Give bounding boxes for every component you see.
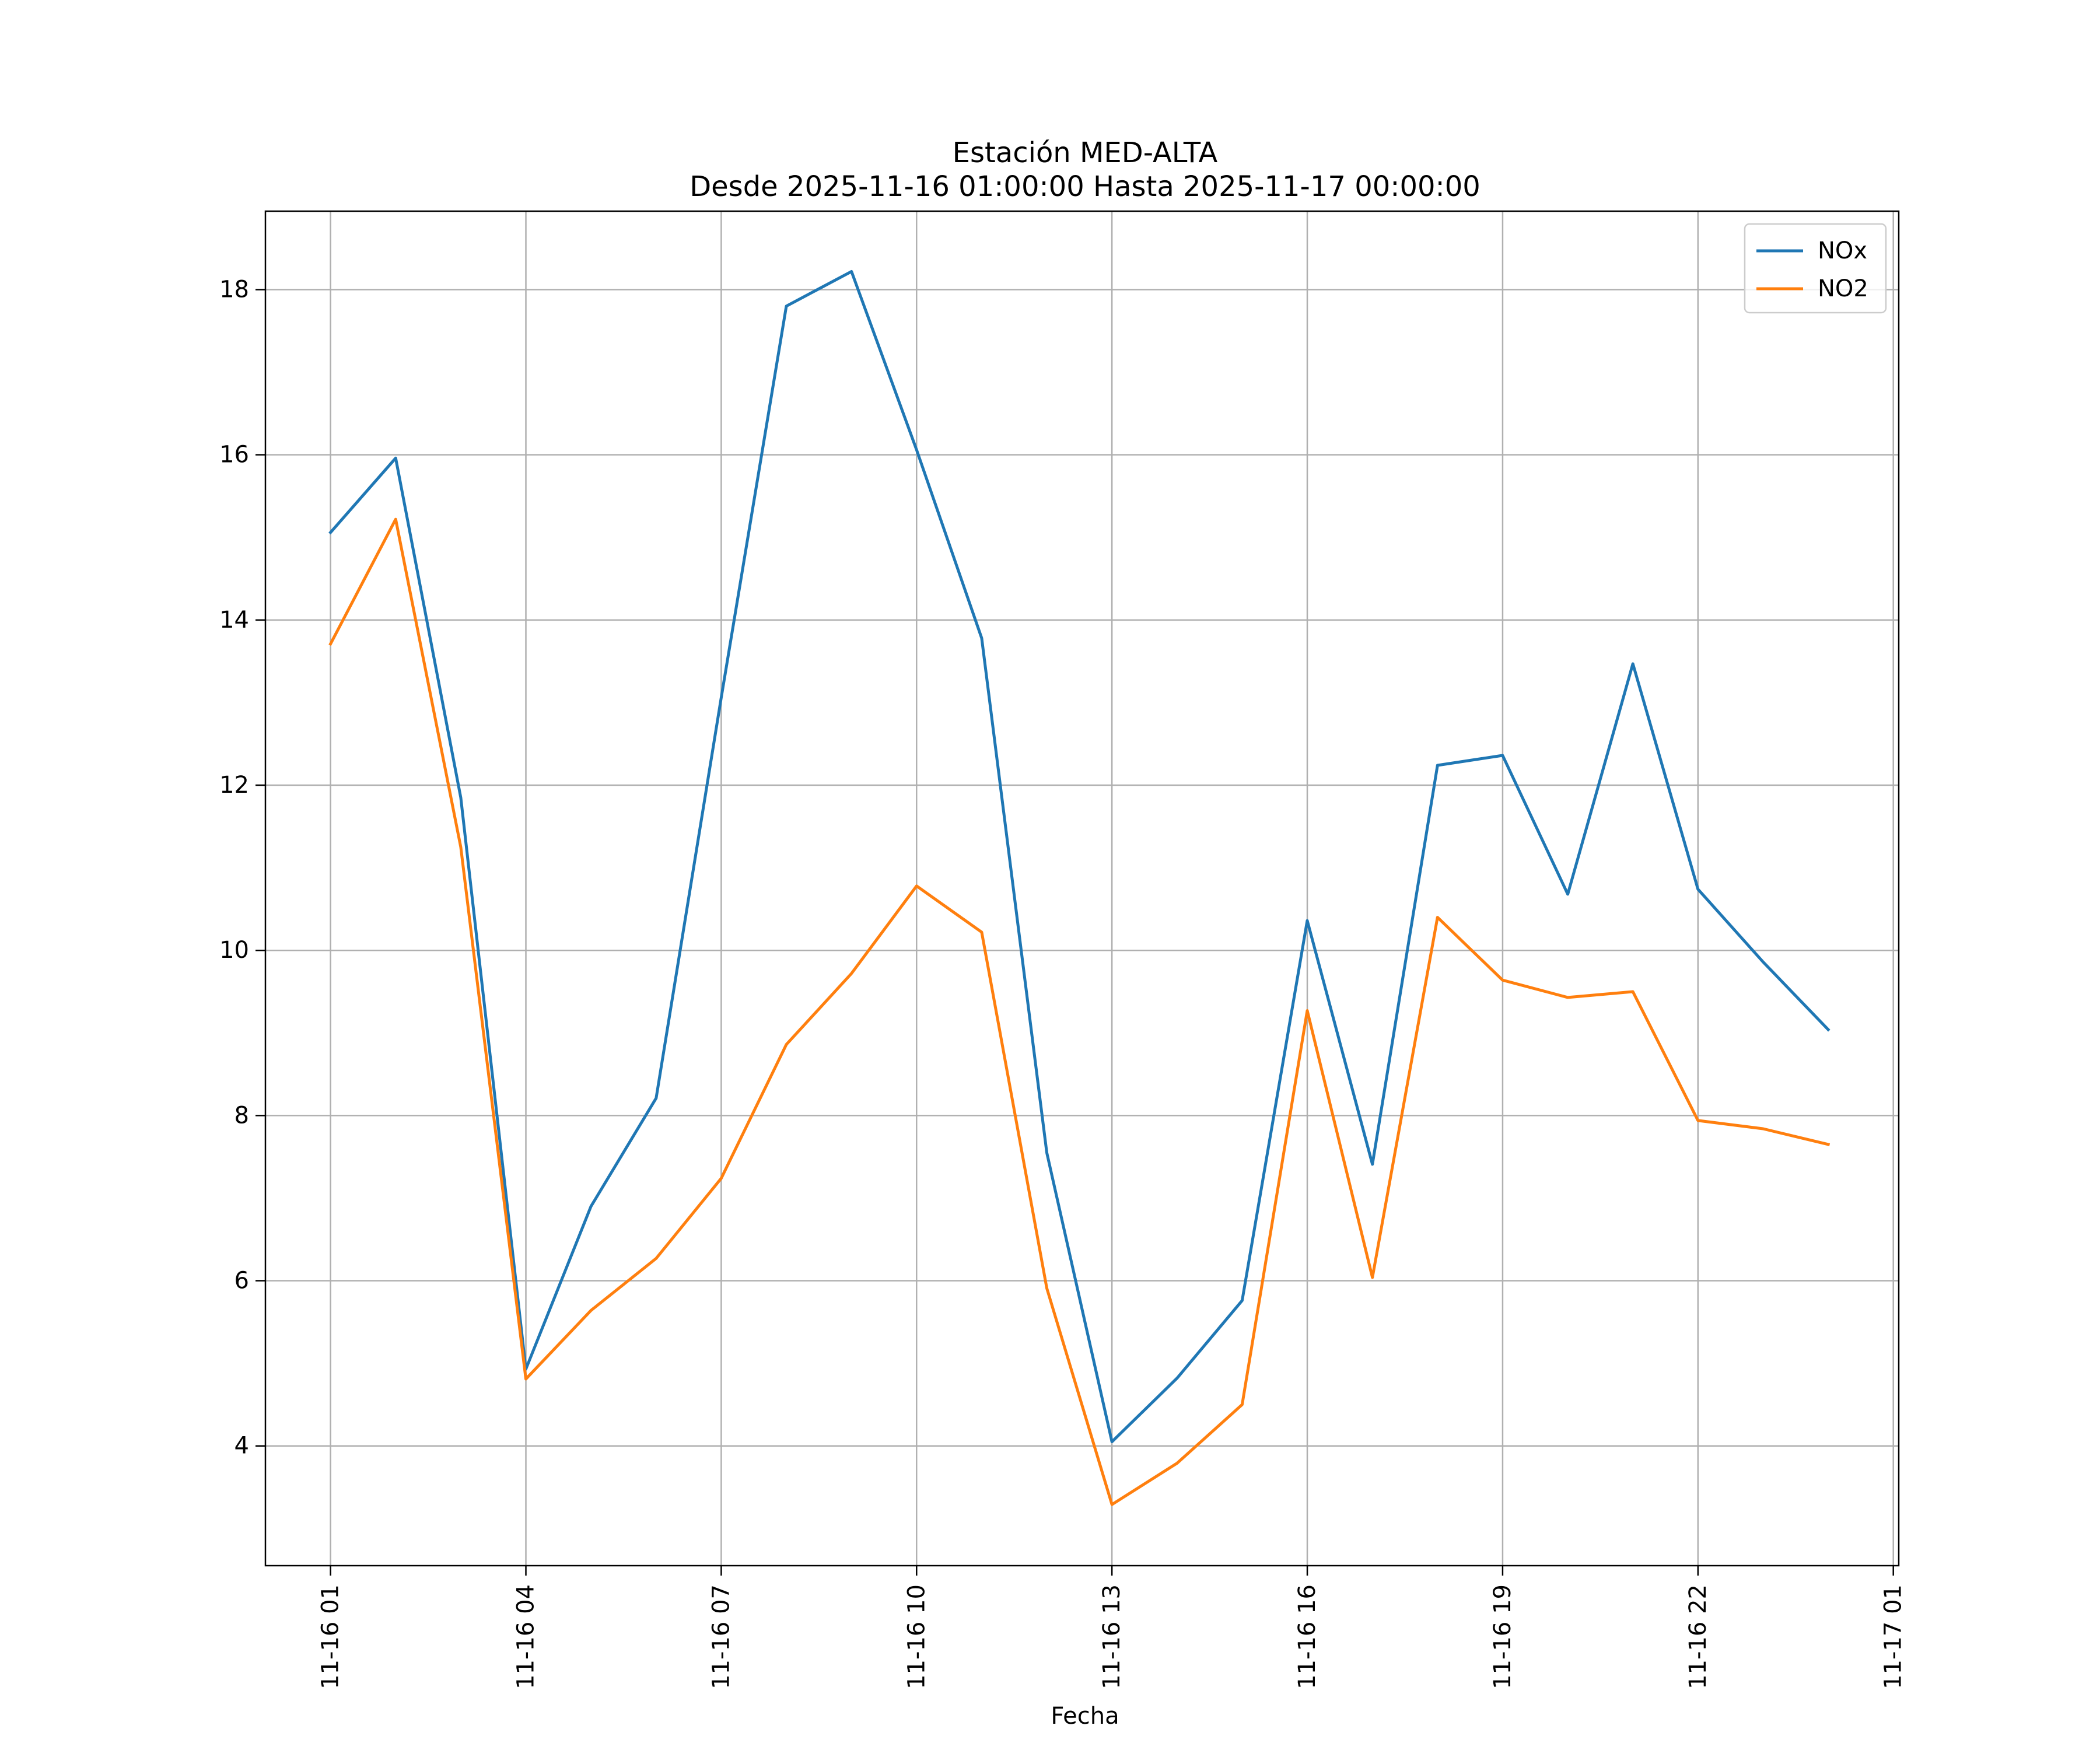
x-axis-label: Fecha (1051, 1703, 1119, 1730)
chart-title: Estación MED-ALTA (953, 136, 1218, 169)
legend-box (1744, 223, 1887, 314)
series-line-no2 (328, 517, 1831, 1506)
y-tick-label: 10 (219, 937, 249, 964)
x-tick-label: 11-16 04 (513, 1584, 540, 1689)
y-tick-label: 16 (219, 442, 249, 468)
chart-subtitle: Desde 2025-11-16 01:00:00 Hasta 2025-11-… (690, 170, 1480, 203)
x-axis: 11-16 01 11-16 04 11-16 07 11-16 10 11-16 13… (317, 1566, 1907, 1689)
x-tick-label: 11-17 01 (1880, 1584, 1907, 1689)
y-tick-label: 14 (219, 607, 249, 634)
y-tick-label: 6 (235, 1268, 249, 1294)
series-line-nox (328, 270, 1831, 1444)
x-tick-label: 11-16 07 (708, 1584, 734, 1689)
y-tick-label: 18 (219, 276, 249, 303)
grid (265, 211, 1899, 1566)
x-tick-label: 11-16 10 (903, 1584, 930, 1689)
x-tick-label: 11-16 22 (1685, 1584, 1712, 1689)
x-tick-label: 11-16 01 (317, 1584, 344, 1689)
y-tick-label: 12 (219, 772, 249, 799)
y-tick-label: 4 (235, 1433, 249, 1460)
legend: NOx NO2 (1744, 223, 1887, 314)
y-tick-label: 8 (235, 1102, 249, 1129)
y-axis: 4 6 8 10 12 14 16 18 (219, 276, 265, 1460)
legend-label-no2: NO2 (1818, 275, 1868, 302)
x-tick-label: 11-16 13 (1098, 1584, 1125, 1689)
x-tick-label: 11-16 16 (1294, 1584, 1321, 1689)
x-tick-label: 11-16 19 (1489, 1584, 1516, 1689)
series-lines (328, 270, 1831, 1506)
legend-label-nox: NOx (1818, 237, 1867, 264)
plot-area-frame (264, 210, 1900, 1567)
